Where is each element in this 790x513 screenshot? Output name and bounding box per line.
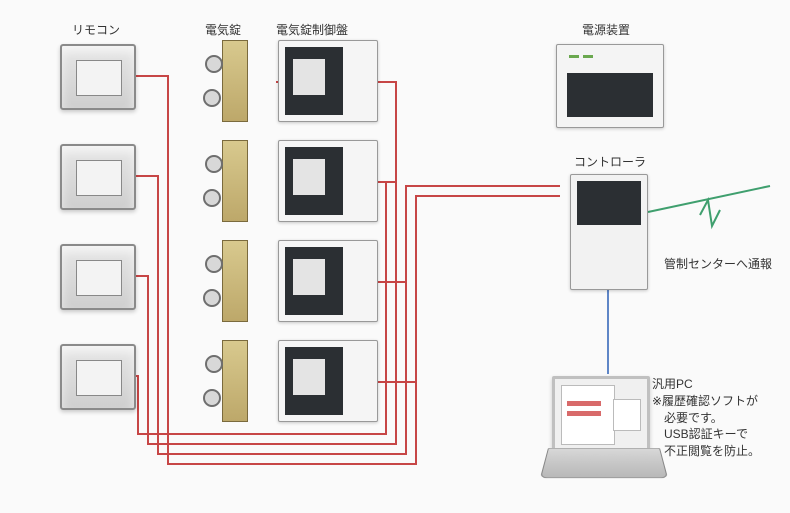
label-report-line: 管制センターへ通報 — [664, 256, 772, 273]
label-control-panel: 電気錠制御盤 — [276, 22, 348, 39]
controller-unit — [570, 174, 648, 290]
remote-unit — [60, 144, 136, 210]
remote-unit — [60, 244, 136, 310]
diagram-stage: リモコン 電気錠 電気錠制御盤 電源装置 コントローラ 管制センターへ通報 汎用… — [0, 0, 790, 513]
label-lock: 電気錠 — [205, 22, 241, 39]
laptop-pc — [544, 376, 664, 476]
lock-control-panel — [278, 340, 378, 422]
label-power-supply: 電源装置 — [582, 22, 630, 39]
label-controller: コントローラ — [574, 154, 646, 171]
lock-control-panel — [278, 240, 378, 322]
power-supply-unit — [556, 44, 664, 128]
electric-lock — [222, 40, 248, 122]
electric-lock — [222, 140, 248, 222]
remote-unit — [60, 344, 136, 410]
lock-control-panel — [278, 40, 378, 122]
electric-lock — [222, 240, 248, 322]
pc-note-1: ※履歴確認ソフトが — [652, 394, 758, 408]
label-remote: リモコン — [72, 22, 120, 39]
electric-lock — [222, 340, 248, 422]
pc-note-4: 不正閲覧を防止。 — [652, 444, 760, 458]
remote-unit — [60, 44, 136, 110]
lock-control-panel — [278, 140, 378, 222]
label-pc-block: 汎用PC ※履歴確認ソフトが 必要です。 USB認証キーで 不正閲覧を防止。 — [652, 376, 782, 460]
pc-note-3: USB認証キーで — [652, 427, 748, 441]
